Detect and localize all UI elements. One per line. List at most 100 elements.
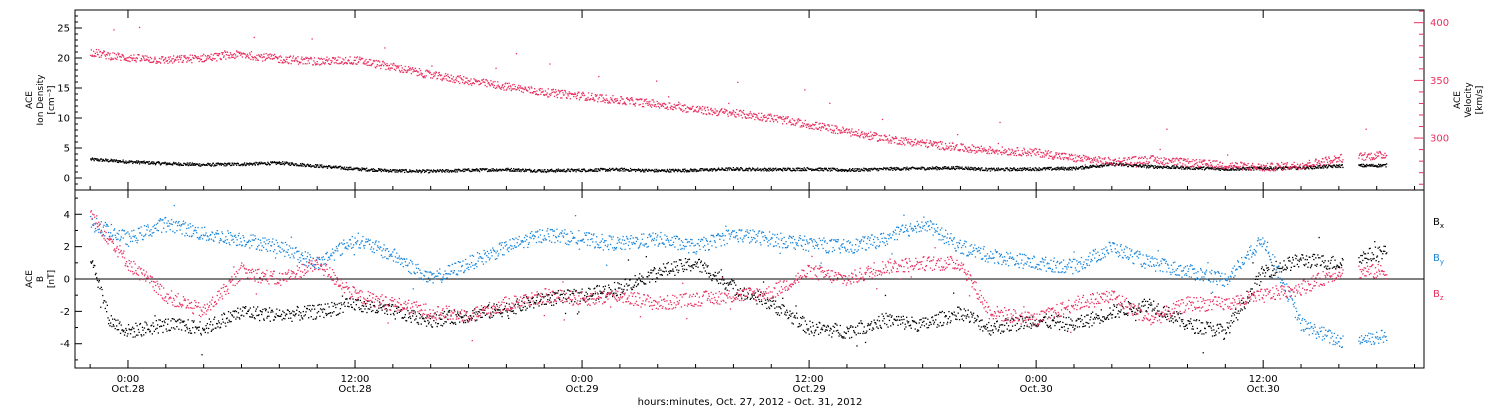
data-point	[187, 164, 189, 166]
data-point	[1320, 165, 1322, 167]
data-point	[655, 171, 657, 173]
data-point	[182, 321, 185, 323]
data-point	[968, 168, 970, 170]
data-point	[1235, 162, 1237, 164]
data-point	[140, 334, 142, 336]
data-point	[286, 309, 289, 311]
data-point	[691, 170, 693, 172]
data-point	[401, 171, 403, 173]
data-point	[783, 120, 785, 122]
data-point	[513, 88, 515, 90]
data-point	[524, 170, 526, 172]
data-point	[1000, 169, 1002, 171]
data-point	[1338, 164, 1341, 166]
data-point	[833, 168, 835, 170]
data-point	[1053, 157, 1056, 159]
data-point	[724, 111, 726, 113]
data-point	[1174, 167, 1177, 170]
data-point	[136, 160, 138, 162]
data-point	[163, 162, 166, 164]
data-point	[824, 168, 826, 171]
data-point	[484, 169, 486, 171]
data-point	[389, 170, 391, 172]
data-point	[1172, 165, 1174, 167]
data-point	[1148, 167, 1150, 169]
data-point	[1231, 168, 1233, 170]
data-point	[165, 328, 167, 330]
data-point	[159, 326, 161, 328]
data-point	[606, 168, 608, 171]
data-point	[182, 164, 184, 166]
data-point	[1027, 150, 1029, 152]
data-point	[210, 165, 212, 167]
data-point	[653, 101, 655, 103]
data-point	[1204, 159, 1206, 161]
data-point	[1066, 157, 1068, 159]
data-point	[1366, 156, 1368, 159]
data-point	[1296, 166, 1298, 168]
data-point	[209, 163, 211, 165]
data-point	[595, 95, 597, 98]
data-point	[285, 56, 287, 58]
data-point	[317, 63, 319, 65]
data-point	[362, 168, 364, 170]
data-point	[127, 333, 129, 335]
data-point	[612, 167, 614, 170]
data-point	[177, 55, 179, 57]
data-point	[518, 170, 520, 172]
data-point	[656, 100, 658, 103]
data-point	[1080, 160, 1082, 162]
data-point	[745, 168, 747, 171]
data-point	[843, 129, 846, 132]
data-point	[794, 124, 796, 127]
data-point	[518, 84, 520, 87]
data-point	[1377, 166, 1379, 168]
data-point	[397, 171, 399, 173]
data-point	[994, 152, 996, 155]
data-point	[124, 331, 126, 334]
data-point	[192, 327, 194, 329]
data-point	[237, 312, 240, 314]
data-point	[561, 169, 564, 171]
data-point	[102, 52, 104, 55]
data-point	[472, 170, 474, 172]
data-point	[473, 83, 476, 85]
data-point	[605, 170, 607, 172]
data-point	[970, 151, 972, 153]
data-point	[1026, 152, 1028, 154]
data-point	[748, 113, 750, 115]
data-point	[245, 57, 247, 59]
data-point	[371, 63, 373, 66]
data-point	[704, 106, 706, 108]
data-point	[880, 135, 883, 137]
data-point	[799, 167, 801, 169]
data-point	[820, 169, 822, 171]
data-point	[1153, 160, 1155, 162]
data-point	[181, 54, 183, 57]
data-point	[212, 328, 214, 330]
data-point	[119, 321, 121, 323]
data-point	[338, 302, 340, 305]
data-point	[225, 163, 228, 165]
data-point	[408, 69, 410, 71]
data-point	[867, 170, 869, 172]
data-point	[453, 171, 455, 173]
data-point	[1275, 167, 1278, 169]
data-point	[242, 306, 244, 308]
data-point	[729, 112, 732, 114]
data-point	[1317, 167, 1320, 169]
data-point	[125, 58, 127, 60]
data-point	[325, 59, 327, 62]
data-point	[160, 164, 162, 166]
data-point	[345, 62, 347, 64]
data-point	[691, 169, 694, 171]
data-point	[203, 164, 205, 166]
data-point	[842, 128, 845, 130]
data-point	[323, 58, 325, 60]
data-point	[631, 97, 633, 99]
data-point	[169, 329, 171, 331]
data-point	[90, 49, 92, 51]
data-point	[461, 170, 464, 172]
data-point	[480, 82, 482, 84]
data-point	[190, 332, 193, 334]
